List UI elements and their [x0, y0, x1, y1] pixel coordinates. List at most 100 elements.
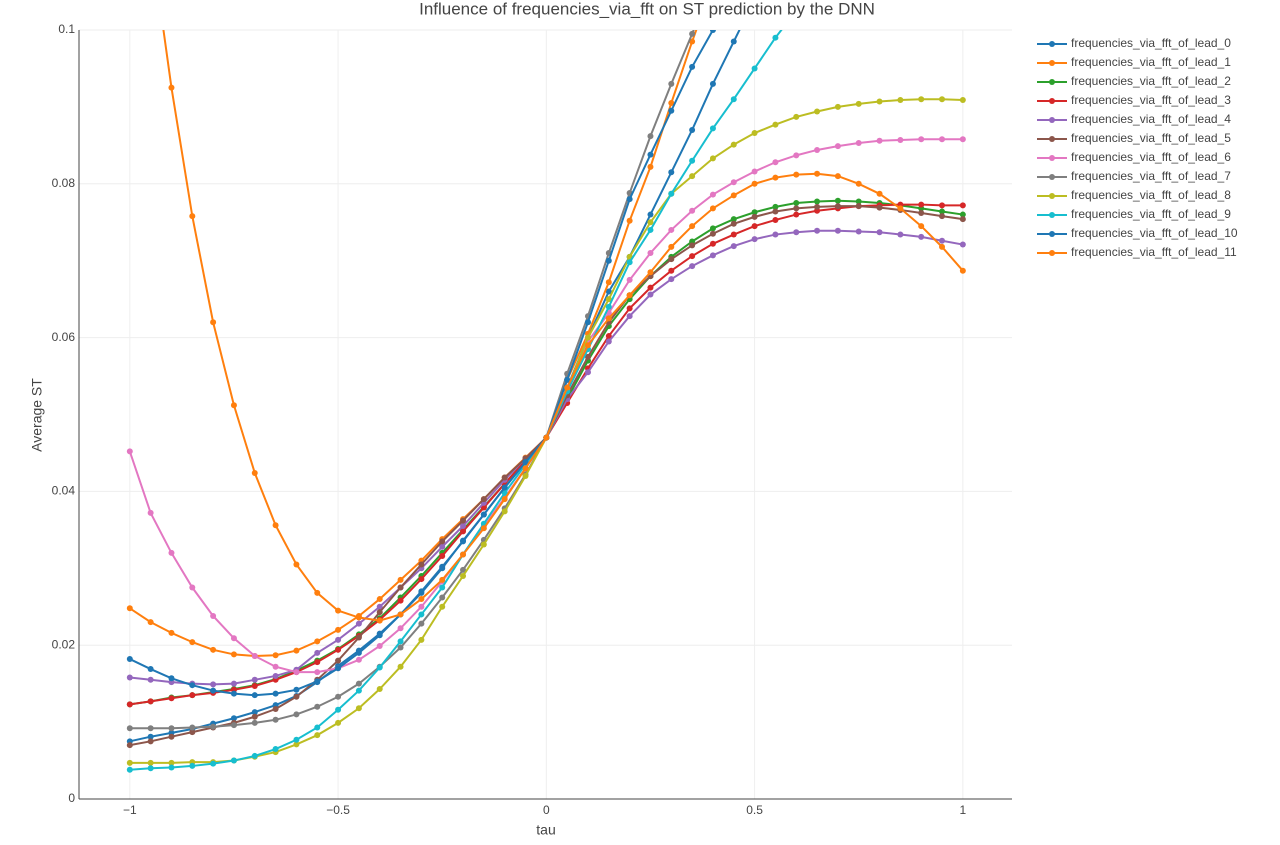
data-point [272, 672, 279, 679]
data-point [605, 333, 612, 340]
data-point [522, 473, 529, 480]
data-point [814, 227, 821, 234]
data-point [376, 632, 383, 639]
data-point [251, 652, 258, 659]
data-point [314, 589, 321, 596]
data-point [814, 108, 821, 115]
data-point [626, 217, 633, 224]
data-point [647, 269, 654, 276]
data-point [314, 659, 321, 666]
data-point [397, 584, 404, 591]
data-point [168, 759, 175, 766]
data-point [939, 202, 946, 209]
data-point [189, 584, 196, 591]
data-point [147, 738, 154, 745]
data-point [647, 163, 654, 170]
data-point [834, 143, 841, 150]
legend-label: frequencies_via_fft_of_lead_5 [1071, 131, 1231, 145]
data-point [605, 296, 612, 303]
data-point [210, 681, 217, 688]
data-point [397, 611, 404, 618]
data-point [689, 126, 696, 133]
y-tick-label: 0.1 [58, 22, 75, 36]
data-point [480, 525, 487, 532]
data-point [793, 113, 800, 120]
data-point [418, 611, 425, 618]
data-point [230, 715, 237, 722]
data-point [709, 230, 716, 237]
legend-marker [1049, 174, 1055, 180]
data-point [647, 226, 654, 233]
data-point [876, 190, 883, 197]
data-point [147, 725, 154, 732]
data-point [772, 231, 779, 238]
legend-marker [1049, 155, 1055, 161]
legend-label: frequencies_via_fft_of_lead_2 [1071, 74, 1231, 88]
data-point [689, 242, 696, 249]
data-point [647, 291, 654, 298]
data-point [564, 384, 571, 391]
data-point [522, 459, 529, 466]
data-point [501, 489, 508, 496]
data-point [814, 146, 821, 153]
data-point [460, 528, 467, 535]
legend-label: frequencies_via_fft_of_lead_1 [1071, 55, 1231, 69]
data-point [293, 693, 300, 700]
data-point [647, 219, 654, 226]
data-point [689, 253, 696, 260]
data-point [147, 619, 154, 626]
data-point [876, 204, 883, 211]
data-point [959, 267, 966, 274]
data-point [605, 288, 612, 295]
data-point [480, 511, 487, 518]
data-point [335, 626, 342, 633]
data-point [605, 279, 612, 286]
data-point [397, 597, 404, 604]
data-point [834, 173, 841, 180]
data-point [355, 620, 362, 627]
data-point [210, 723, 217, 730]
data-point [522, 465, 529, 472]
data-point [418, 576, 425, 583]
data-point [709, 205, 716, 212]
data-point [855, 140, 862, 147]
data-point [126, 605, 133, 612]
data-point [355, 649, 362, 656]
data-point [730, 96, 737, 103]
data-point [751, 236, 758, 243]
data-point [230, 680, 237, 687]
data-point [126, 742, 133, 749]
data-point [439, 543, 446, 550]
data-point [293, 561, 300, 568]
data-point [626, 292, 633, 299]
data-point [834, 103, 841, 110]
data-point [709, 80, 716, 87]
y-tick-label: 0.08 [52, 176, 76, 190]
data-point [584, 353, 591, 360]
data-point [335, 719, 342, 726]
data-point [376, 664, 383, 671]
x-tick-label: −1 [123, 803, 137, 817]
data-point [314, 649, 321, 656]
data-point [272, 690, 279, 697]
data-point [751, 213, 758, 220]
data-point [751, 168, 758, 175]
data-point [314, 724, 321, 731]
data-point [460, 572, 467, 579]
data-point [460, 551, 467, 558]
data-point [751, 223, 758, 230]
data-point [480, 496, 487, 503]
data-point [293, 741, 300, 748]
data-point [335, 657, 342, 664]
data-point [668, 276, 675, 283]
data-point [793, 205, 800, 212]
data-point [647, 133, 654, 140]
data-point [605, 338, 612, 345]
data-point [293, 736, 300, 743]
data-point [876, 137, 883, 144]
data-point [439, 603, 446, 610]
data-point [939, 213, 946, 220]
data-point [668, 80, 675, 87]
data-point [189, 724, 196, 731]
data-point [251, 469, 258, 476]
